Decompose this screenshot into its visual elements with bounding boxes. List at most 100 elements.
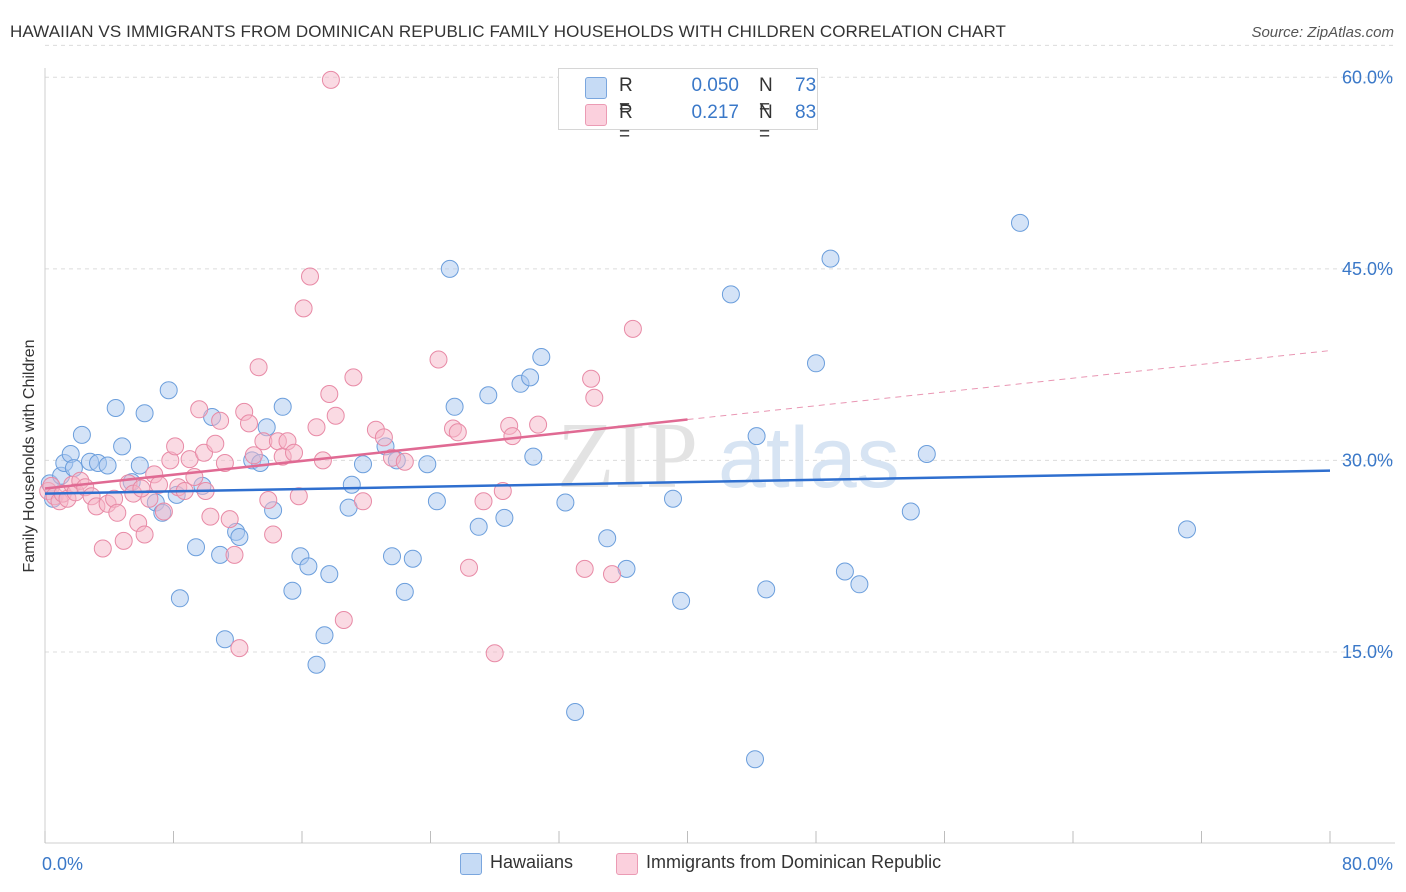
point-hawaiians [135,404,154,423]
point-dominican [529,415,548,434]
point-hawaiians [215,630,234,649]
point-dominican [307,418,326,437]
tick-labels: 15.0% 30.0% 45.0% 60.0% 0.0% 80.0% [42,67,1393,874]
point-hawaiians [521,368,540,387]
point-dominican [220,510,239,529]
point-dominican [240,414,258,433]
point-hawaiians [835,562,854,581]
point-hawaiians [598,529,617,548]
legend-swatch-pink [585,104,607,126]
chart-title: HAWAIIAN VS IMMIGRANTS FROM DOMINICAN RE… [10,22,1007,41]
point-dominican [108,503,127,522]
point-hawaiians [747,427,766,446]
point-dominican [249,358,268,377]
point-hawaiians [230,528,249,546]
gridlines [45,44,1395,653]
point-hawaiians [807,354,825,373]
point-dominican [294,299,313,318]
point-dominican [285,443,303,462]
point-hawaiians [113,437,132,456]
point-hawaiians [672,591,691,610]
point-hawaiians [354,455,372,474]
point-dominican [289,487,308,506]
y-tick-label: 15.0% [1342,642,1393,662]
point-dominican [493,482,512,500]
point-dominican [603,565,621,584]
point-dominican [474,492,493,511]
point-dominican [230,639,249,658]
point-hawaiians [170,589,189,608]
point-hawaiians [556,493,575,512]
y-tick-label: 45.0% [1342,259,1393,279]
point-dominican [344,368,363,387]
n-value: 73 [795,75,817,96]
point-hawaiians [72,425,91,444]
point-hawaiians [320,565,339,584]
legend-label: Hawaiians [490,852,574,872]
point-dominican [460,558,478,577]
point-dominican [93,539,112,558]
point-hawaiians [469,517,488,536]
point-hawaiians [342,475,361,494]
point-hawaiians [1011,213,1029,232]
point-dominican [114,531,133,550]
point-dominican [429,350,448,369]
point-hawaiians [821,249,840,268]
n-label: N = [759,75,773,118]
point-dominican [244,446,263,465]
point-dominican [215,454,234,472]
point-hawaiians [106,399,125,417]
point-dominican [334,611,353,629]
point-hawaiians [307,655,326,674]
point-dominican [395,452,414,471]
n-value: 83 [795,102,817,123]
correlation-legend: R = 0.050 N = 73 R = 0.217 N = 83 [558,68,818,145]
point-dominican [166,437,185,456]
point-dominican [575,559,594,578]
n-label: N = [759,102,773,145]
point-dominican [321,70,340,89]
point-dominican [201,507,220,526]
r-value: 0.217 [691,102,739,123]
r-value: 0.050 [691,75,739,96]
point-dominican [448,423,467,442]
point-hawaiians [524,447,543,466]
point-dominican [326,406,345,425]
legend-swatch-pink [616,853,638,875]
point-hawaiians [418,455,437,474]
point-dominican [623,319,642,338]
point-hawaiians [187,538,205,557]
point-hawaiians [427,492,446,511]
y-tick-label: 30.0% [1342,450,1393,470]
point-hawaiians [395,582,414,601]
point-dominican [211,411,230,430]
r-label: R = [619,75,633,118]
point-dominican [485,644,504,663]
point-hawaiians [746,750,764,769]
point-dominican [132,479,151,498]
r-label: R = [619,102,633,145]
point-dominican [259,491,278,509]
point-hawaiians [917,445,936,463]
point-dominican [374,428,393,447]
legend-label: Immigrants from Dominican Republic [646,852,942,872]
point-hawaiians [566,703,585,721]
point-hawaiians [273,397,292,416]
point-hawaiians [757,580,776,599]
point-hawaiians [1178,520,1196,539]
point-hawaiians [403,549,422,568]
point-hawaiians [130,456,149,475]
point-hawaiians [159,381,178,400]
legend-swatch-blue [460,853,482,875]
point-hawaiians [383,547,401,566]
point-hawaiians [901,502,920,521]
point-dominican [301,267,319,286]
point-hawaiians [495,508,514,527]
point-dominican [320,385,339,403]
point-dominican [585,388,604,407]
point-hawaiians [532,348,551,366]
legend-swatch-blue [585,77,607,99]
point-hawaiians [440,259,459,278]
x-tick-label: 0.0% [42,854,83,874]
